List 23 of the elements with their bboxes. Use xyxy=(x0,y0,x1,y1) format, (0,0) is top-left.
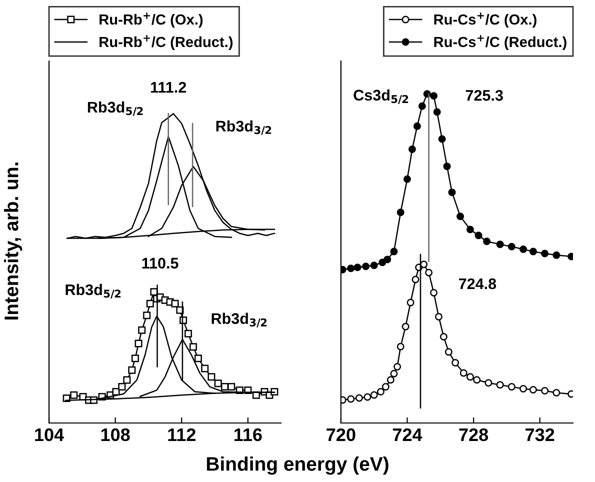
x-tick-label: 720 xyxy=(326,428,356,442)
x-tick-label: 108 xyxy=(101,428,130,442)
x-axis-title: Binding energy (eV) xyxy=(206,456,388,475)
annotation: Cs3d$_{5/2}$ xyxy=(354,89,408,104)
x-tick-label: 724 xyxy=(392,428,422,441)
annotation: Rb3d$_{3/2}$ xyxy=(216,120,272,135)
legend-label: Ru-Rb$^{+}$/C (Ox.) xyxy=(100,12,203,28)
annotation: 111.2 xyxy=(151,82,186,93)
legend-label: Ru-Rb$^{+}$/C (Reduct.) xyxy=(100,35,233,50)
x-tick-label: 728 xyxy=(459,428,488,442)
legend-label: Ru-Cs$^{+}$/C (Ox.) xyxy=(434,12,536,28)
annotation: 725.3 xyxy=(466,90,503,101)
x-tick-label: 732 xyxy=(526,428,554,442)
y-axis-title: Intensity, arb. un. xyxy=(4,162,22,320)
annotation: 724.8 xyxy=(458,278,496,290)
annotation: Rb3d$_{5/2}$ xyxy=(66,284,121,298)
legend-label: Ru-Cs$^{+}$/C (Reduct.) xyxy=(434,35,566,50)
annotation: 110.5 xyxy=(142,258,178,269)
annotation: Rb3d$_{5/2}$ xyxy=(88,101,143,116)
x-tick-label: 104 xyxy=(35,428,64,442)
x-tick-label: 116 xyxy=(234,428,262,442)
x-tick-label: 112 xyxy=(168,428,196,441)
annotation: Rb3d$_{3/2}$ xyxy=(212,312,267,328)
